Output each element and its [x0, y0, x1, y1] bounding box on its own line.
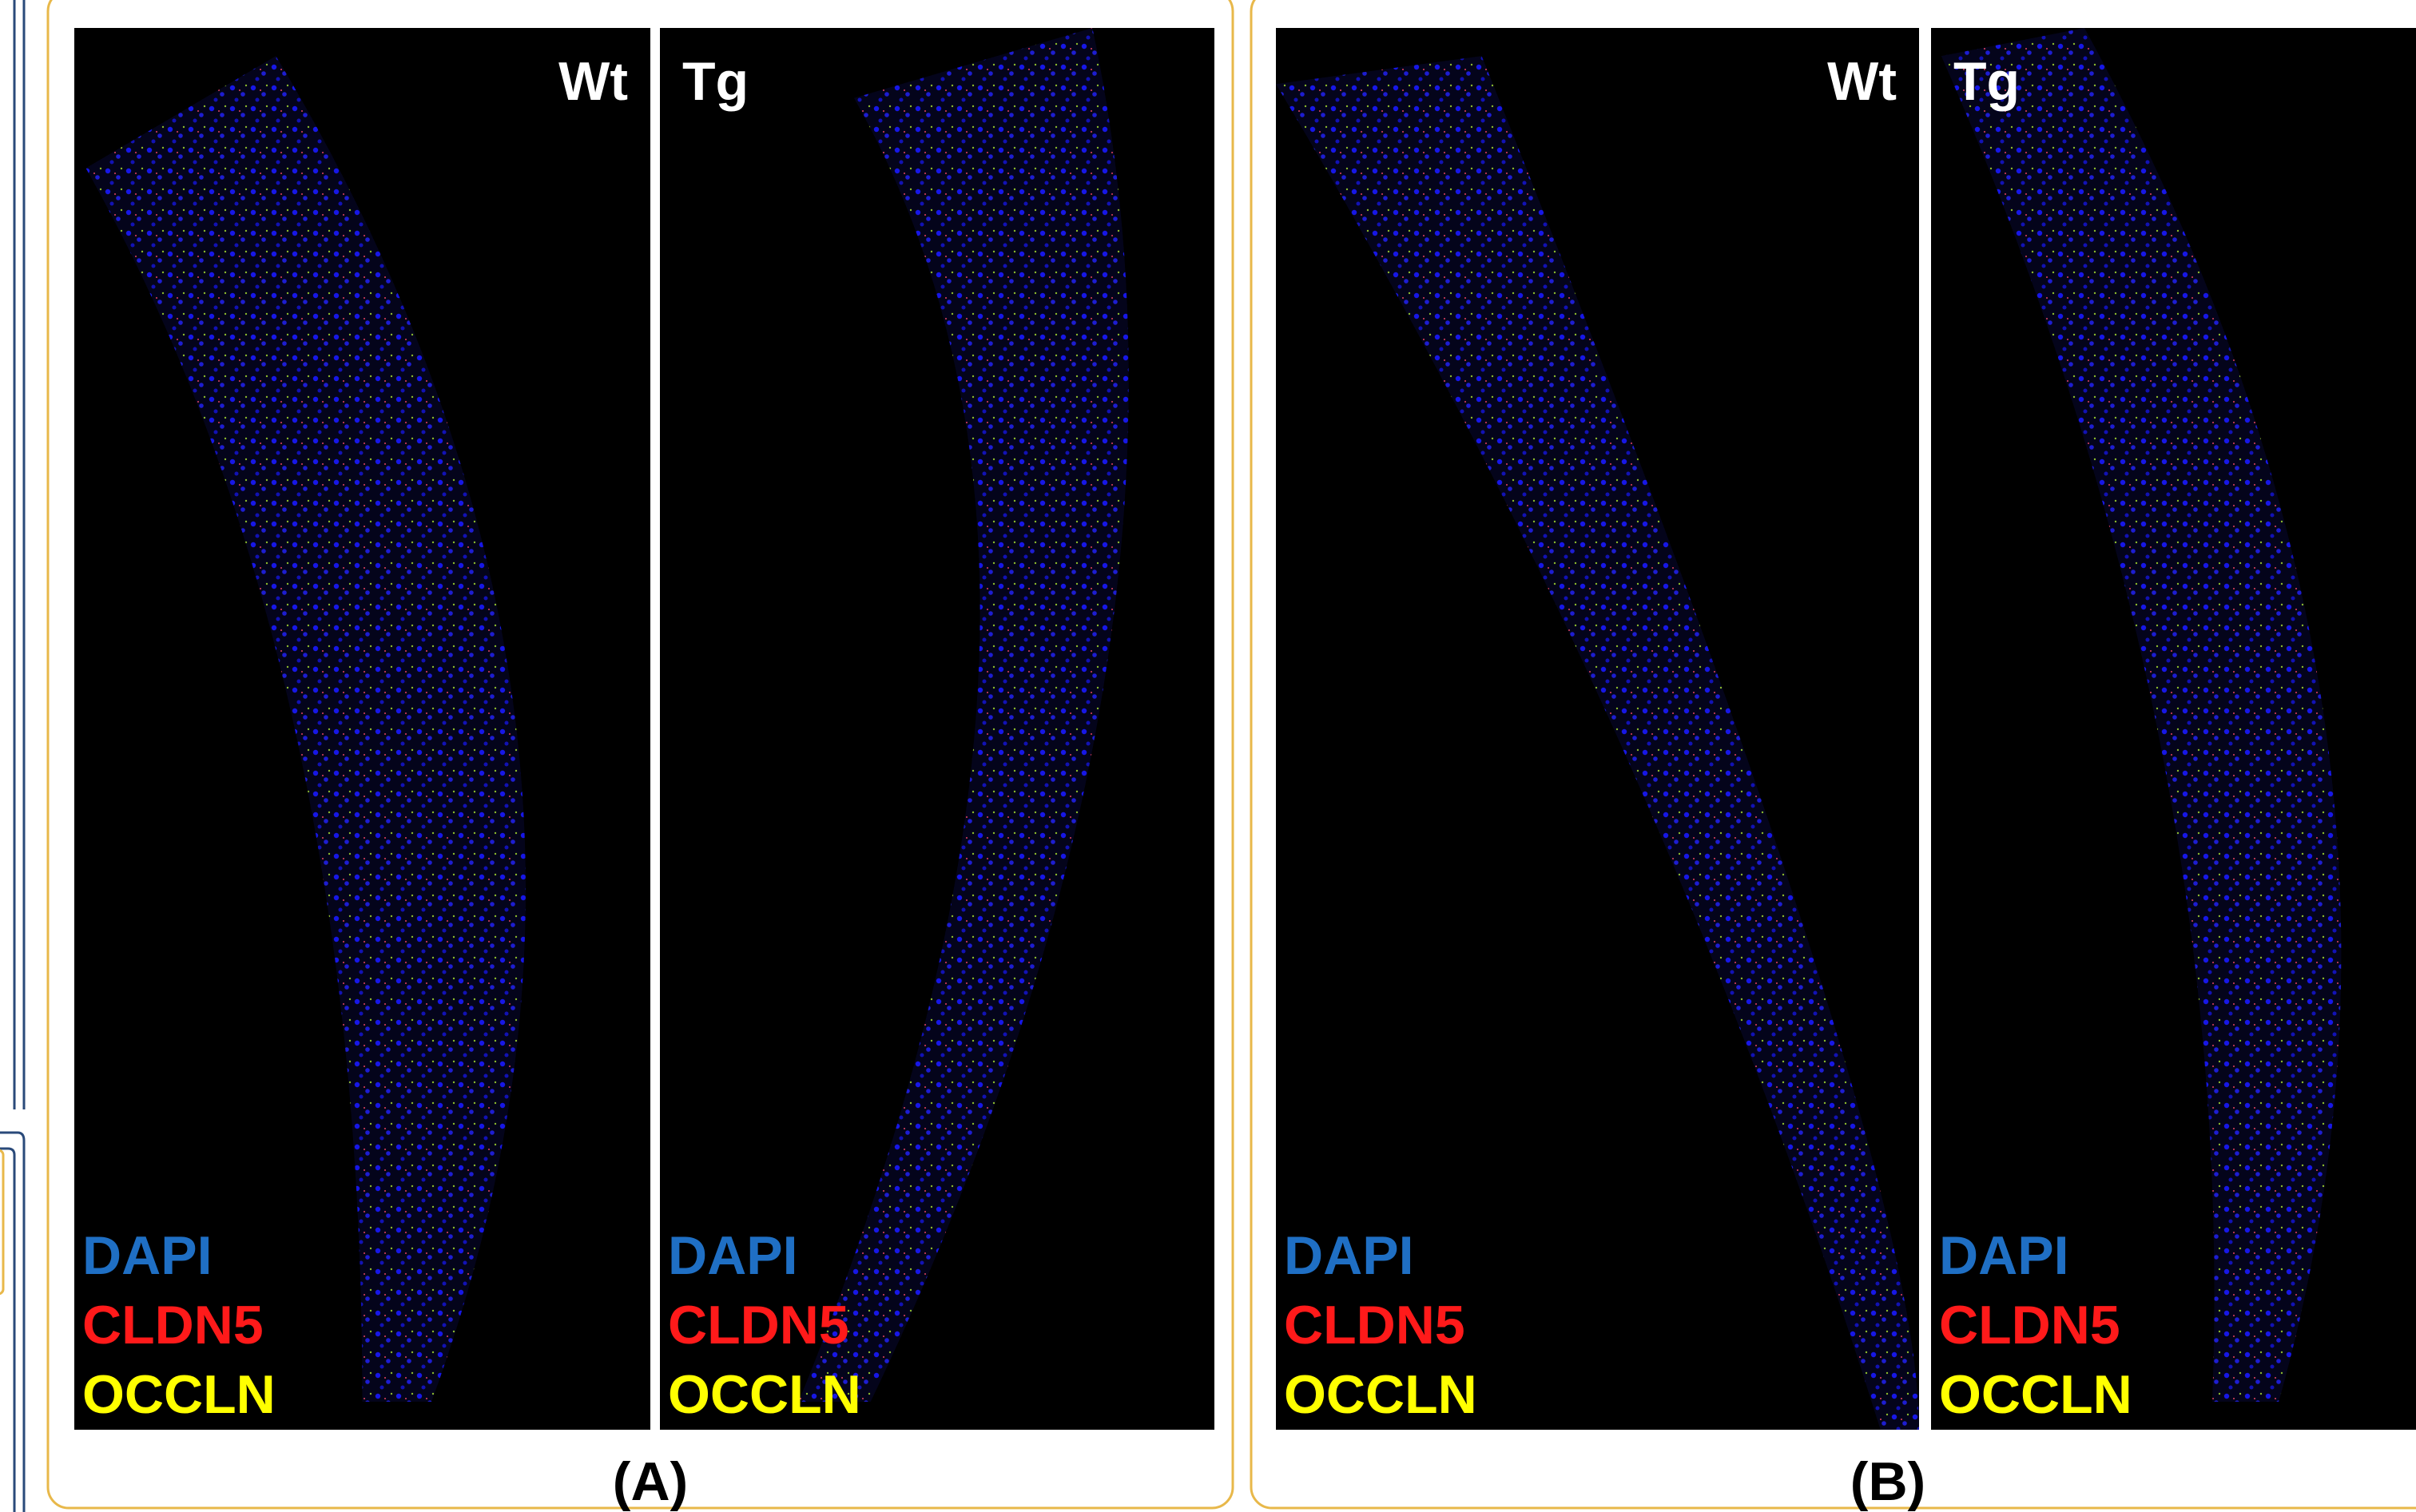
stain-label: DAPI [668, 1225, 797, 1286]
genotype-label: Wt [558, 51, 628, 112]
stain-label: OCCLN [1939, 1364, 2132, 1425]
stain-label: CLDN5 [668, 1295, 849, 1355]
genotype-label: Tg [1953, 51, 2020, 112]
genotype-label: Tg [682, 51, 749, 112]
stain-label: DAPI [1939, 1225, 2068, 1286]
genotype-label: Wt [1827, 51, 1897, 112]
stain-label: OCCLN [1284, 1364, 1477, 1425]
panel-frame [46, 0, 1234, 1510]
tissue [1276, 56, 1919, 1431]
tissue [1941, 28, 2342, 1402]
stain-label: CLDN5 [1939, 1295, 2120, 1355]
stain-label: OCCLN [668, 1364, 861, 1425]
border-box [0, 1149, 5, 1296]
panel-label: (A) [613, 1451, 688, 1512]
panel-frame [1250, 0, 2416, 1510]
tissue [798, 28, 1129, 1402]
stain-label: DAPI [82, 1225, 212, 1286]
panel-label: (B) [1850, 1451, 1925, 1512]
stain-label: CLDN5 [82, 1295, 264, 1355]
border-line [0, 1131, 26, 1512]
border-line [0, 1147, 16, 1512]
stain-label: CLDN5 [1284, 1295, 1465, 1355]
stain-label: OCCLN [82, 1364, 276, 1425]
stain-label: DAPI [1284, 1225, 1413, 1286]
tissue [85, 56, 526, 1402]
